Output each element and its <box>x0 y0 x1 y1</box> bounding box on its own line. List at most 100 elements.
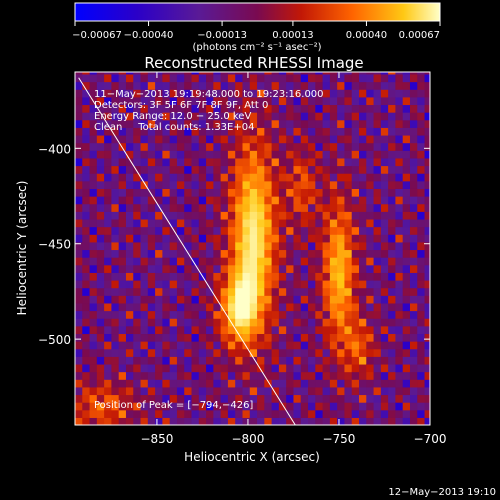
heatmap-cell <box>191 348 200 357</box>
heatmap-cell <box>329 96 338 106</box>
heatmap-cell <box>293 112 302 121</box>
heatmap-cell <box>104 241 113 251</box>
heatmap-cell <box>337 379 346 388</box>
heatmap-cell <box>278 272 287 281</box>
heatmap-cell <box>278 157 287 167</box>
heatmap-cell <box>351 264 360 273</box>
heatmap-cell <box>264 333 273 342</box>
heatmap-cell <box>329 287 338 296</box>
heatmap-cell <box>402 234 411 243</box>
heatmap-cell <box>147 417 156 425</box>
heatmap-cell <box>104 234 113 243</box>
heatmap-cell <box>366 318 375 327</box>
heatmap-cell <box>322 310 331 319</box>
heatmap-cell <box>140 279 149 289</box>
heatmap-cell <box>155 165 163 174</box>
heatmap-cell <box>264 379 273 388</box>
heatmap-cell <box>417 417 426 425</box>
heatmap-cell <box>213 104 222 113</box>
heatmap-cell <box>118 127 127 136</box>
heatmap-cell <box>206 89 214 98</box>
heatmap-cell <box>264 203 273 212</box>
heatmap-cell <box>213 134 222 144</box>
heatmap-cell <box>96 157 105 167</box>
heatmap-cell <box>162 119 171 128</box>
heatmap-cell <box>424 127 430 136</box>
heatmap-cell <box>322 363 331 373</box>
heatmap-cell <box>293 180 302 189</box>
heatmap-cell <box>417 72 426 75</box>
heatmap-cell <box>322 203 331 212</box>
heatmap-cell <box>235 150 244 159</box>
heatmap-cell <box>315 173 324 182</box>
heatmap-cell <box>133 157 142 167</box>
heatmap-cell <box>417 104 426 113</box>
heatmap-cell <box>140 134 149 144</box>
heatmap-cell <box>75 409 83 418</box>
heatmap-cell <box>388 241 397 251</box>
heatmap-cell <box>111 363 120 373</box>
heatmap-cell <box>133 363 142 373</box>
heatmap-cell <box>249 417 258 425</box>
heatmap-cell <box>176 356 185 365</box>
heatmap-cell <box>75 89 83 98</box>
heatmap-cell <box>359 379 367 388</box>
heatmap-cell <box>198 196 207 205</box>
heatmap-cell <box>162 348 171 357</box>
heatmap-cell <box>337 127 346 136</box>
heatmap-cell <box>75 333 83 342</box>
heatmap-cell <box>293 173 302 182</box>
heatmap-cell <box>395 257 404 266</box>
heatmap-cell <box>308 173 316 182</box>
heatmap-cell <box>133 257 142 266</box>
heatmap-cell <box>402 157 411 167</box>
heatmap-cell <box>191 371 200 380</box>
heatmap-cell <box>293 264 302 273</box>
heatmap-cell <box>162 104 171 113</box>
heatmap-cell <box>257 402 265 411</box>
heatmap-cell <box>155 341 163 350</box>
heatmap-cell <box>409 203 418 212</box>
heatmap-cell <box>162 203 171 212</box>
heatmap-cell <box>125 302 134 312</box>
heatmap-cell <box>227 363 236 373</box>
heatmap-cell <box>351 363 360 373</box>
heatmap-cell <box>322 241 331 251</box>
heatmap-cell <box>89 173 98 182</box>
heatmap-cell <box>213 165 222 174</box>
heatmap-cell <box>293 157 302 167</box>
heatmap-cell <box>176 81 185 90</box>
heatmap-cell <box>147 257 156 266</box>
heatmap-cell <box>300 249 309 258</box>
heatmap-cell <box>366 386 375 396</box>
heatmap-cell <box>337 72 346 75</box>
heatmap-cell <box>351 104 360 113</box>
heatmap-cell <box>286 341 295 350</box>
heatmap-cell <box>104 150 113 159</box>
heatmap-cell <box>424 356 430 365</box>
heatmap-cell <box>388 264 397 273</box>
heatmap-cell <box>359 157 367 167</box>
y-tick-label: −400 <box>38 142 71 156</box>
colorbar-tick-label: −0.00067 <box>72 30 122 41</box>
heatmap-cell <box>315 348 324 357</box>
heatmap-cell <box>155 402 163 411</box>
heatmap-cell <box>315 119 324 128</box>
heatmap-cell <box>111 402 120 411</box>
heatmap-cell <box>206 234 214 243</box>
heatmap-cell <box>337 104 346 113</box>
heatmap-cell <box>395 295 404 304</box>
heatmap-cell <box>337 112 346 121</box>
heatmap-cell <box>322 386 331 396</box>
heatmap-cell <box>184 409 193 418</box>
heatmap-cell <box>184 302 193 312</box>
heatmap-cell <box>315 325 324 335</box>
heatmap-cell <box>191 73 200 83</box>
heatmap-cell <box>75 112 83 121</box>
heatmap-cell <box>118 257 127 266</box>
heatmap-cell <box>388 257 397 266</box>
heatmap-cell <box>220 417 229 425</box>
heatmap-cell <box>125 333 134 342</box>
heatmap-cell <box>198 112 207 121</box>
heatmap-cell <box>155 272 163 281</box>
